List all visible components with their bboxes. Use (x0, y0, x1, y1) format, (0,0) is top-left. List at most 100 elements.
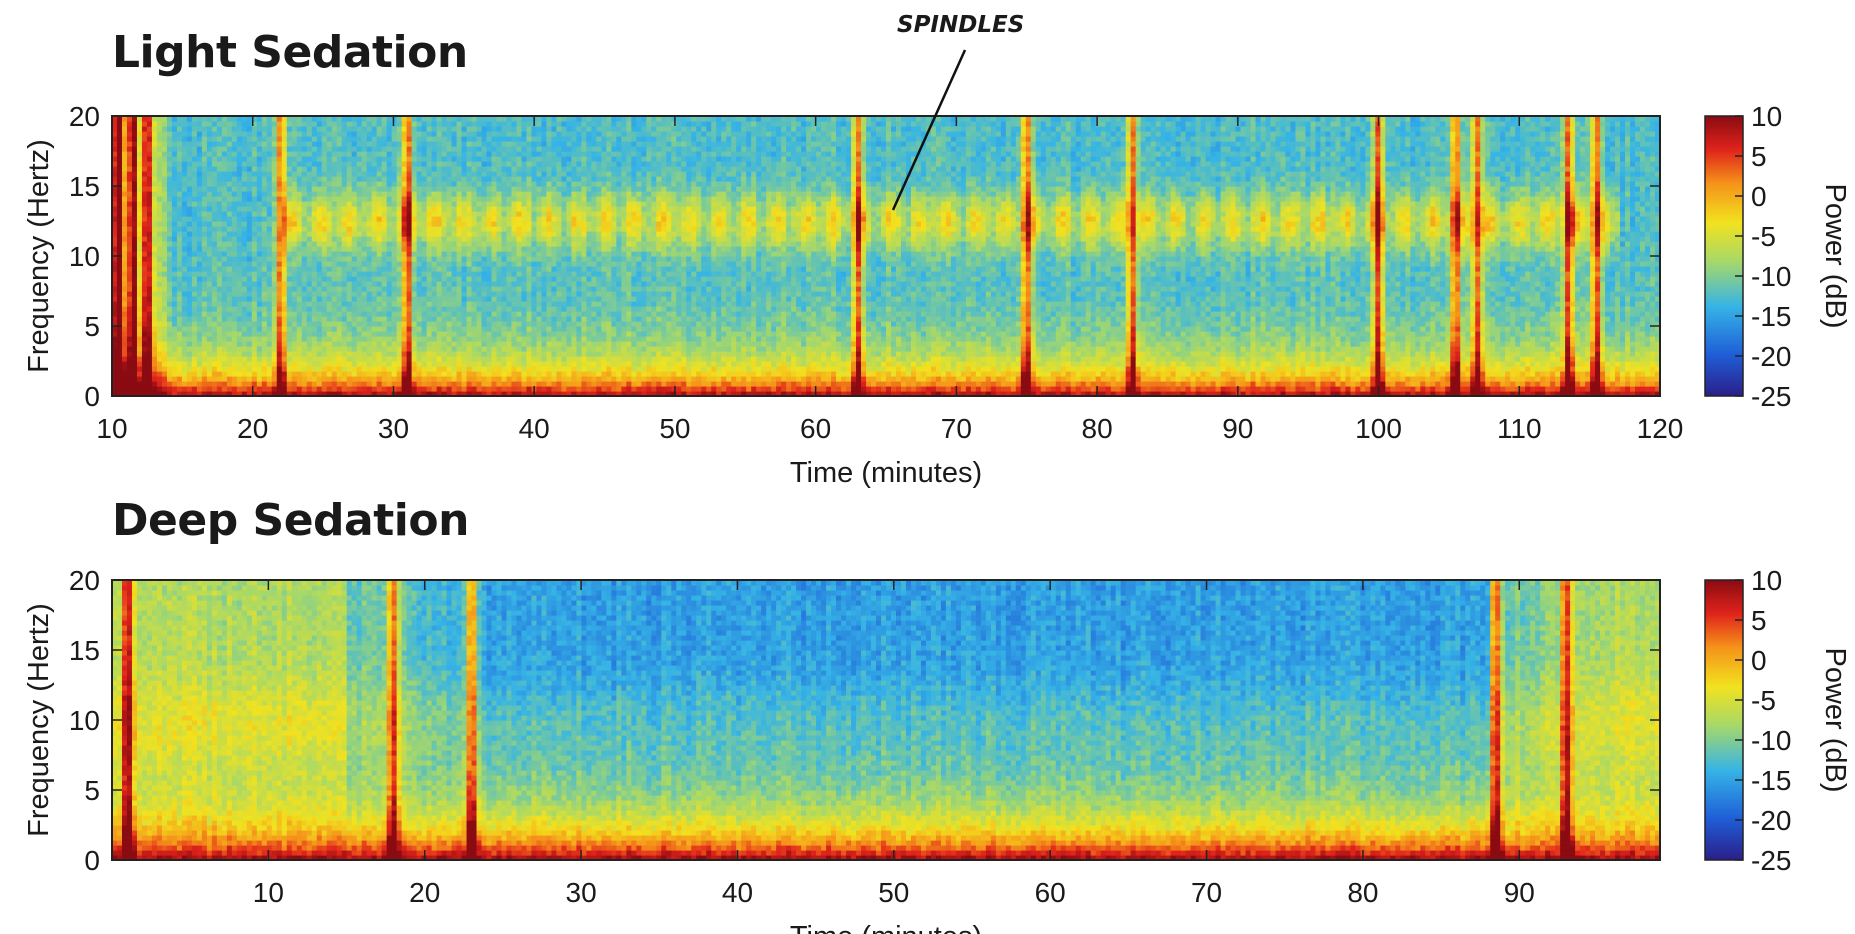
light-heat-cell (202, 196, 208, 202)
light-heat-cell (322, 166, 328, 172)
light-heat-cell (521, 131, 527, 137)
light-heat-cell (192, 136, 198, 142)
light-heat-cell (307, 156, 313, 162)
light-heat-cell (477, 356, 483, 362)
light-heat-cell (337, 146, 343, 152)
light-heat-cell (247, 191, 253, 197)
light-heat-cell (197, 191, 203, 197)
light-heat-cell (382, 176, 388, 182)
light-heat-cell (402, 321, 408, 327)
light-heat-cell (272, 311, 278, 317)
light-heat-cell (536, 341, 542, 347)
light-heat-cell (247, 226, 253, 232)
light-heat-cell (551, 166, 557, 172)
light-heat-cell (287, 171, 293, 177)
light-heat-cell (192, 341, 198, 347)
light-heat-cell (506, 356, 512, 362)
light-heat-cell (247, 176, 253, 182)
light-heat-cell (492, 366, 498, 372)
light-heat-cell (541, 201, 547, 207)
light-heat-cell (467, 286, 473, 292)
light-heat-cell (502, 186, 508, 192)
light-heat-cell (546, 196, 552, 202)
light-heat-cell (127, 156, 133, 162)
light-heat-cell (317, 226, 323, 232)
light-heat-cell (127, 171, 133, 177)
light-heat-cell (372, 161, 378, 167)
light-heat-cell (212, 226, 218, 232)
light-heat-cell (177, 246, 183, 252)
light-heat-cell (372, 366, 378, 372)
light-heat-cell (332, 301, 338, 307)
light-heat-cell (217, 376, 223, 382)
light-heat-cell (362, 326, 368, 332)
light-heat-cell (167, 351, 173, 357)
light-heat-cell (477, 321, 483, 327)
light-heat-cell (382, 236, 388, 242)
light-heat-cell (442, 291, 448, 297)
light-heat-cell (442, 301, 448, 307)
light-heat-cell (257, 381, 263, 387)
light-heat-cell (272, 371, 278, 377)
light-heat-cell (172, 276, 178, 282)
light-heat-cell (327, 286, 333, 292)
light-heat-cell (197, 146, 203, 152)
light-heat-cell (312, 386, 318, 392)
light-heat-cell (212, 386, 218, 392)
light-heat-cell (462, 356, 468, 362)
light-heat-cell (551, 271, 557, 277)
light-heat-cell (242, 261, 248, 267)
light-heat-cell (422, 206, 428, 212)
light-heat-cell (217, 196, 223, 202)
light-heat-cell (447, 281, 453, 287)
light-heat-cell (551, 246, 557, 252)
light-heat-cell (257, 161, 263, 167)
light-heat-cell (337, 276, 343, 282)
light-heat-cell (392, 206, 398, 212)
light-heat-cell (237, 376, 243, 382)
light-heat-cell (467, 166, 473, 172)
light-heat-cell (472, 271, 478, 277)
light-heat-cell (442, 186, 448, 192)
light-heat-cell (526, 136, 532, 142)
light-heat-cell (182, 246, 188, 252)
light-heat-cell (337, 131, 343, 137)
light-heat-cell (187, 146, 193, 152)
light-heat-cell (382, 156, 388, 162)
light-heat-cell (487, 211, 493, 217)
light-heat-cell (377, 211, 383, 217)
light-heat-cell (302, 131, 308, 137)
light-heat-cell (262, 196, 268, 202)
light-heat-cell (157, 231, 163, 237)
light-heat-cell (422, 316, 428, 322)
light-heat-cell (322, 126, 328, 132)
light-heat-cell (392, 331, 398, 337)
light-heat-cell (312, 311, 318, 317)
light-heat-cell (227, 146, 233, 152)
light-heat-cell (232, 121, 238, 127)
light-heat-cell (337, 256, 343, 262)
light-heat-cell (247, 281, 253, 287)
light-heat-cell (297, 331, 303, 337)
light-heat-cell (357, 341, 363, 347)
light-heat-cell (432, 166, 438, 172)
light-heat-cell (437, 336, 443, 342)
light-heat-cell (546, 131, 552, 137)
light-heat-cell (182, 306, 188, 312)
light-heat-cell (367, 156, 373, 162)
light-heat-cell (217, 386, 223, 392)
light-heat-cell (506, 271, 512, 277)
light-heat-cell (462, 191, 468, 197)
light-heat-cell (447, 366, 453, 372)
light-heat-cell (322, 306, 328, 312)
light-heat-cell (447, 176, 453, 182)
light-heat-cell (137, 226, 143, 232)
light-heat-cell (232, 276, 238, 282)
light-heat-cell (546, 231, 552, 237)
light-heat-cell (377, 331, 383, 337)
light-heat-cell (187, 286, 193, 292)
light-heat-cell (132, 146, 138, 152)
light-heat-cell (337, 271, 343, 277)
light-heat-cell (142, 346, 148, 352)
light-heat-cell (437, 376, 443, 382)
